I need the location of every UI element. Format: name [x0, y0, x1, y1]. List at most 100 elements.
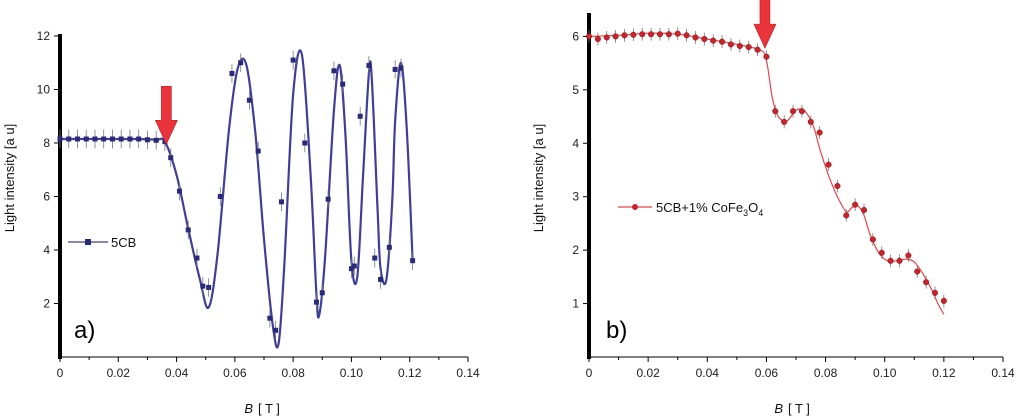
x-tick-label: 0.10 — [873, 366, 897, 380]
x-tick-label: 0.08 — [814, 366, 838, 380]
data-point — [798, 108, 805, 115]
data-point — [229, 70, 235, 76]
chart-b-legend-label: 5CB+1% CoFe3O4 — [656, 200, 763, 218]
chart-a-legend: 5CB — [68, 235, 136, 250]
chart-b-xlabel-unit: [ T ] — [788, 401, 810, 416]
data-point — [302, 140, 308, 146]
data-point — [719, 38, 726, 45]
x-tick-label: 0 — [57, 366, 64, 380]
data-point — [313, 299, 319, 305]
fit-line — [59, 49, 414, 349]
data-point — [639, 31, 646, 38]
chart-b-legend-marker — [632, 204, 638, 210]
data-point — [357, 113, 363, 119]
data-point — [200, 283, 206, 289]
x-tick-label: 0.04 — [696, 366, 720, 380]
data-point — [127, 136, 133, 142]
chart-b-axes: 0 0.02 0.04 0.06 0.08 0.10 0.12 0.14 1 2 3 4 5 6 — [572, 13, 1015, 380]
data-point — [701, 35, 708, 43]
y-tick-label: 12 — [37, 29, 51, 43]
data-point — [340, 81, 346, 87]
y-tick-label: 4 — [572, 136, 579, 150]
data-point — [905, 252, 912, 259]
data-point — [118, 136, 124, 142]
data-point — [153, 137, 159, 143]
chart-a-ylabel: Light intensity [a u] — [2, 124, 17, 232]
data-point — [763, 53, 770, 60]
data-point — [710, 37, 717, 44]
data-point — [852, 201, 859, 208]
chart-b-arrow-marker — [753, 0, 777, 49]
data-point — [319, 290, 325, 296]
y-tick-label: 5 — [572, 83, 579, 97]
y-tick-label: 4 — [43, 243, 50, 257]
data-point — [825, 161, 832, 168]
chart-b-data-points — [585, 27, 947, 308]
data-point — [386, 244, 392, 250]
data-point — [869, 236, 876, 243]
x-tick-label: 0.12 — [398, 366, 422, 380]
data-point — [843, 212, 850, 219]
y-tick-label: 6 — [572, 29, 579, 43]
data-point — [612, 33, 619, 40]
chart-a-axes: 0 0.02 0.04 0.06 0.08 0.10 0.12 0.14 2 4 6 8 10 12 — [37, 29, 480, 380]
chart-a-legend-label: 5CB — [111, 235, 136, 250]
y-tick-label: 10 — [37, 83, 51, 97]
chart-b-ylabel: Light intensity [a u] — [531, 124, 546, 232]
chart-a-arrow-marker — [154, 86, 178, 146]
y-tick-label: 8 — [43, 136, 50, 150]
y-tick-label: 2 — [572, 243, 579, 257]
data-point — [392, 66, 398, 72]
data-point — [603, 34, 610, 41]
chart-b-xlabel-symbol: B — [774, 401, 783, 416]
x-tick-label: 0.04 — [165, 366, 189, 380]
chart-a-xlabel-unit: [ T ] — [258, 401, 280, 416]
data-point — [648, 31, 655, 38]
chart-a-fit-curve — [59, 49, 414, 349]
data-point — [887, 257, 894, 264]
data-point — [940, 297, 947, 304]
data-point — [914, 268, 921, 275]
chart-b: 0 0.02 0.04 0.06 0.08 0.10 0.12 0.14 1 2 3 4 5 6 b) B… — [531, 0, 1015, 416]
data-point — [923, 279, 930, 286]
data-point — [781, 118, 788, 125]
data-point — [816, 129, 823, 136]
data-point — [585, 33, 593, 40]
data-point — [246, 97, 252, 103]
data-point — [144, 137, 150, 143]
data-point — [736, 42, 743, 50]
data-point — [185, 227, 191, 233]
data-point — [366, 62, 372, 68]
data-point — [594, 35, 601, 43]
data-point — [66, 136, 72, 142]
data-point — [372, 255, 378, 261]
data-point — [290, 57, 296, 63]
data-point — [674, 30, 681, 37]
x-tick-label: 0.14 — [991, 366, 1015, 380]
data-point — [136, 136, 142, 142]
transition-arrow — [154, 86, 178, 146]
data-point — [665, 31, 672, 38]
data-point — [74, 136, 80, 142]
data-point — [398, 65, 404, 71]
data-point — [378, 276, 384, 282]
data-point — [351, 263, 357, 269]
x-tick-label: 0.14 — [456, 366, 480, 380]
data-point — [176, 188, 182, 194]
x-tick-label: 0.02 — [107, 366, 131, 380]
x-tick-label: 0.12 — [932, 366, 956, 380]
data-point — [325, 196, 331, 202]
data-point — [683, 32, 690, 39]
data-point — [92, 136, 98, 142]
data-point — [206, 284, 212, 290]
y-tick-label: 1 — [572, 297, 579, 311]
data-point — [194, 255, 200, 261]
y-tick-label: 2 — [43, 297, 50, 311]
chart-a-panel-label: a) — [74, 317, 95, 344]
data-point — [772, 108, 779, 115]
x-tick-label: 0 — [586, 366, 593, 380]
chart-b-panel-label: b) — [606, 317, 627, 344]
data-point — [896, 257, 903, 264]
data-point — [789, 108, 797, 115]
